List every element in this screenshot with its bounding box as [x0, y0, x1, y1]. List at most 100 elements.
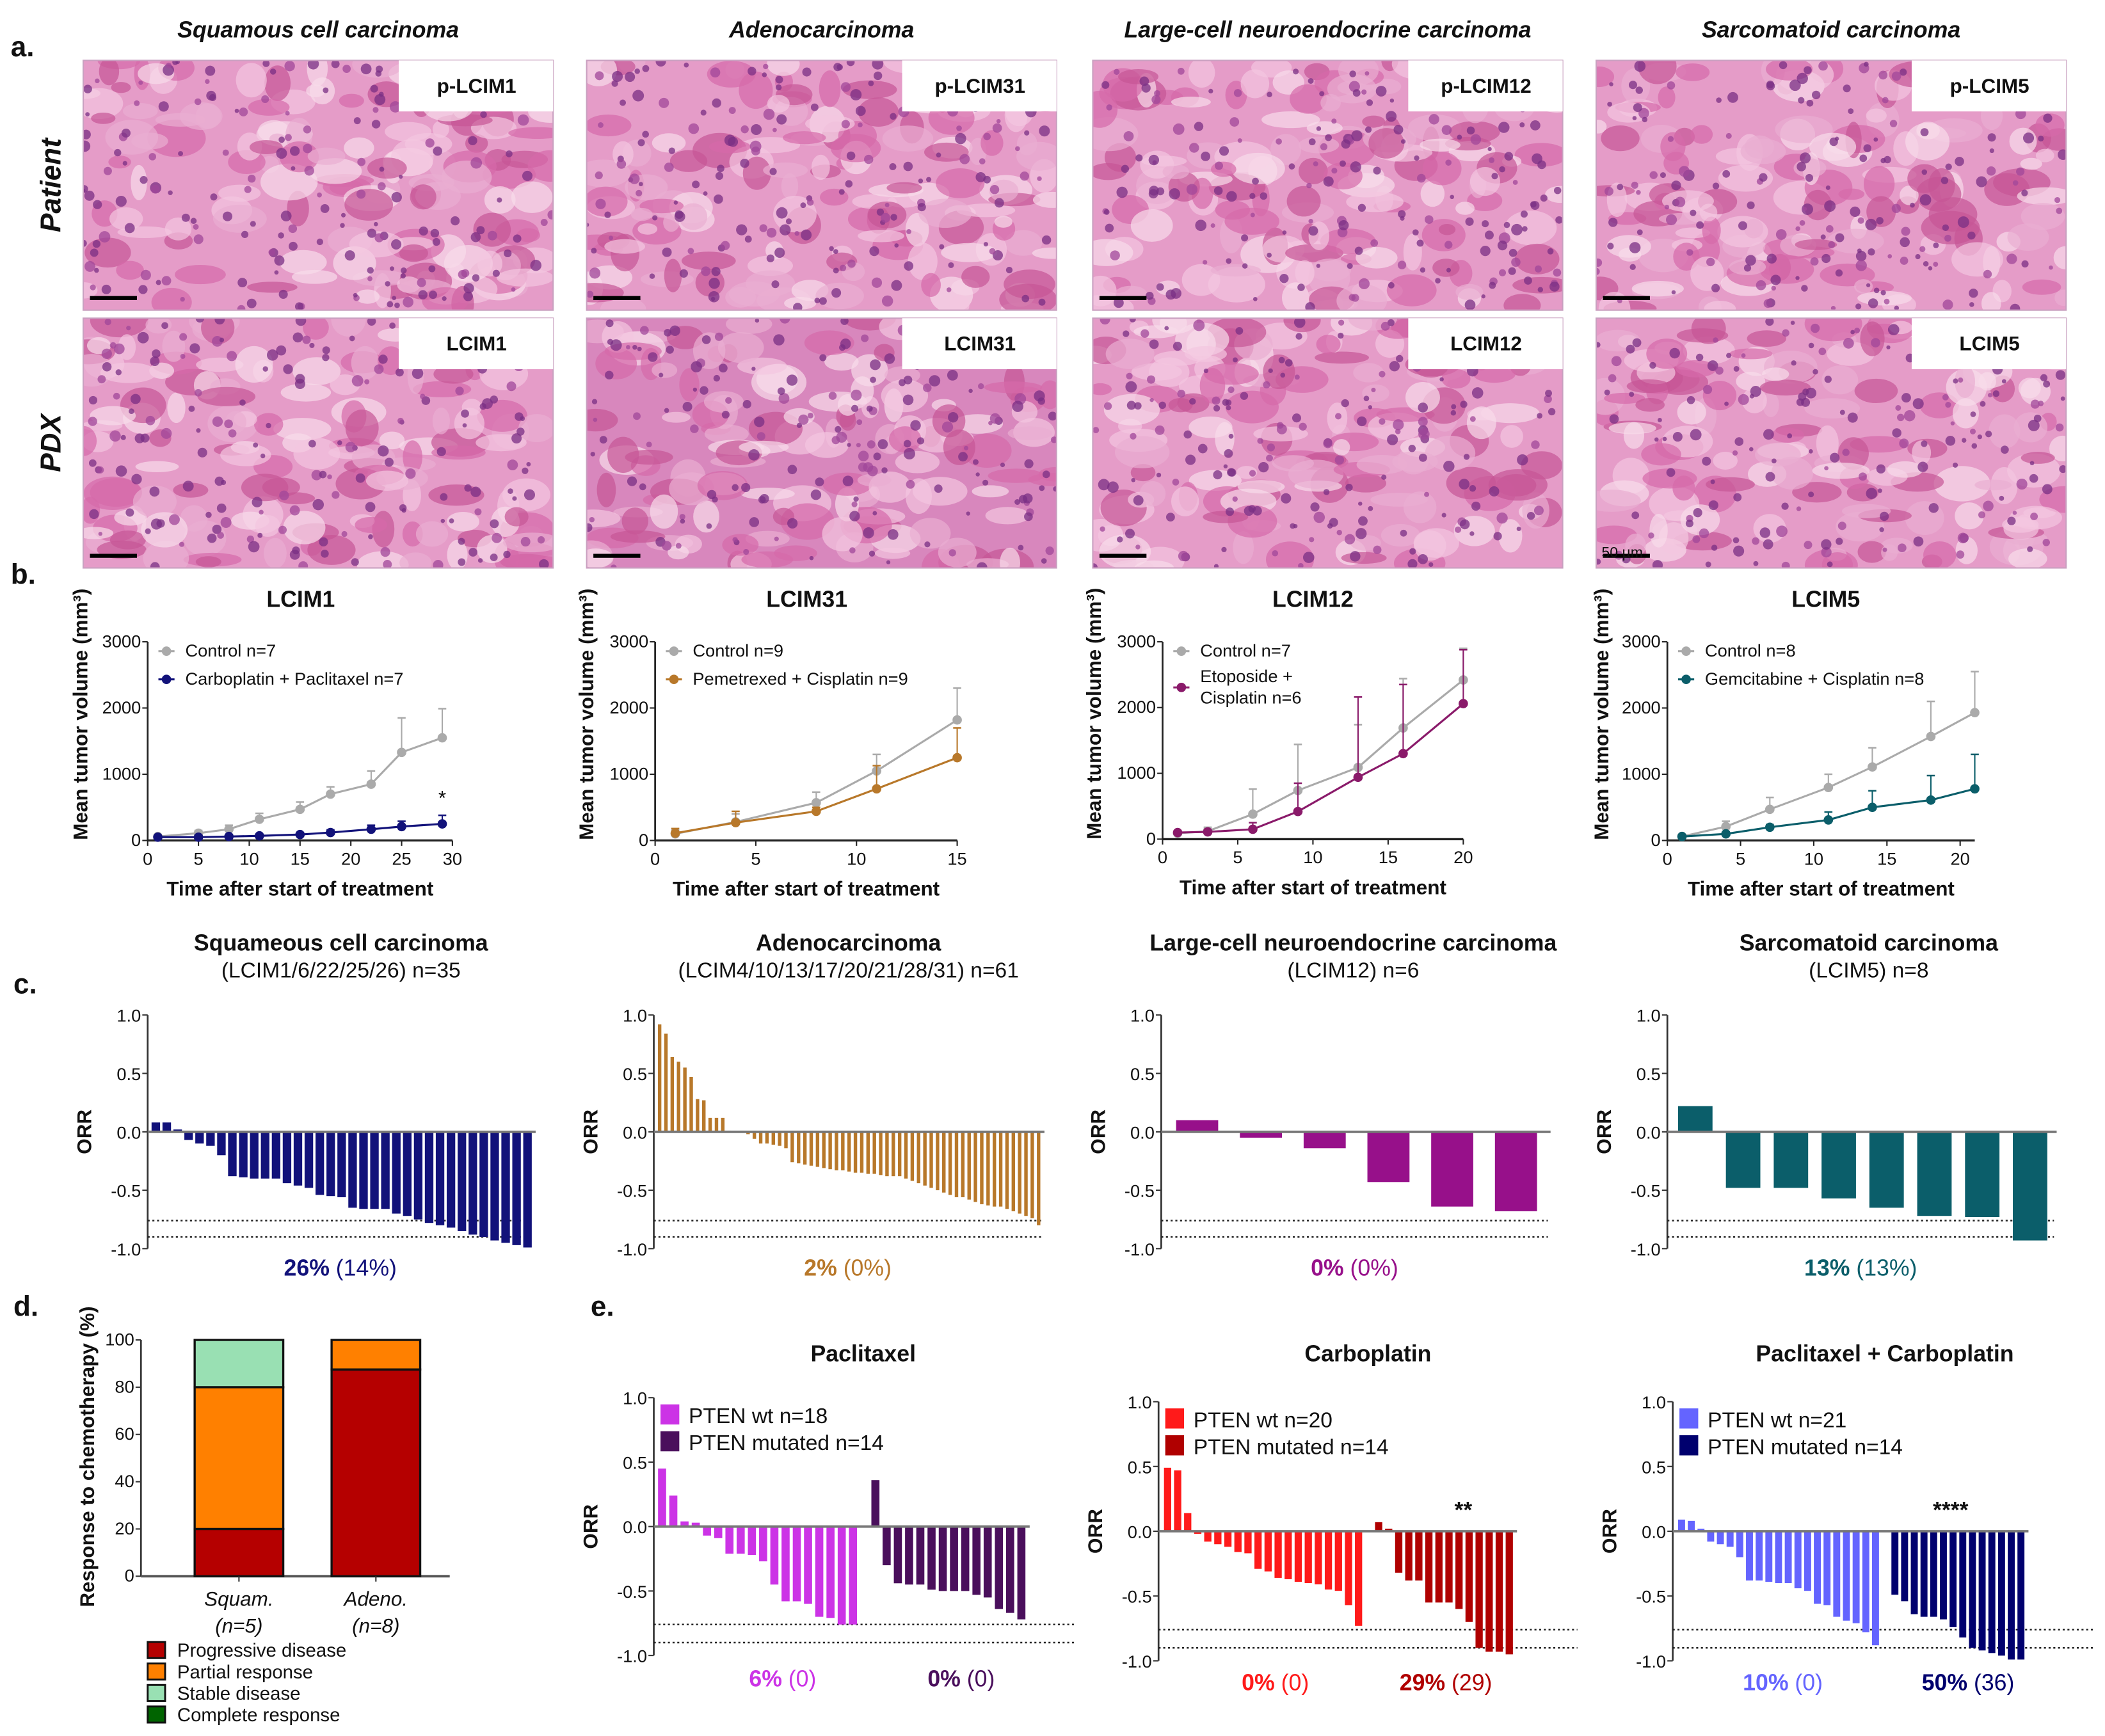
y-tick-label: 0 — [131, 830, 141, 850]
cell-nucleus — [1130, 433, 1137, 440]
bar — [1303, 1131, 1346, 1149]
legend-label: Pemetrexed + Cisplatin n=9 — [692, 669, 908, 689]
cell-nucleus — [1212, 396, 1221, 405]
cell-nucleus — [604, 211, 611, 218]
tissue-patch — [1210, 161, 1237, 177]
data-point — [1926, 731, 1936, 742]
bar — [871, 1480, 880, 1527]
cell-nucleus — [319, 537, 328, 546]
cell-nucleus — [755, 318, 760, 323]
cell-nucleus — [222, 211, 233, 221]
bar — [468, 1131, 477, 1235]
x-tick-label: 10 — [847, 848, 866, 868]
cell-nucleus — [476, 226, 485, 235]
cell-nucleus — [1648, 532, 1654, 539]
cell-nucleus — [1524, 276, 1532, 285]
cell-nucleus — [1338, 332, 1344, 339]
cell-nucleus — [2055, 423, 2064, 432]
cell-nucleus — [989, 185, 1000, 195]
cell-nucleus — [1471, 387, 1484, 399]
cell-nucleus — [1135, 154, 1143, 162]
cell-nucleus — [639, 326, 649, 335]
cell-nucleus — [1499, 166, 1505, 173]
cell-nucleus — [983, 132, 991, 141]
cell-nucleus — [1928, 503, 1939, 513]
tissue-patch — [235, 346, 273, 383]
cell-nucleus — [1685, 520, 1693, 528]
cell-nucleus — [182, 481, 194, 492]
cell-nucleus — [1156, 283, 1164, 291]
tissue-patch — [293, 438, 340, 470]
legend-label: Complete response — [177, 1705, 340, 1726]
tissue-patch — [1841, 504, 1891, 518]
bar — [195, 1131, 204, 1144]
cell-nucleus — [1662, 436, 1667, 442]
bar — [1345, 1531, 1352, 1605]
y-tick-label: 3000 — [1622, 631, 1661, 651]
cell-nucleus — [838, 189, 845, 195]
cell-nucleus — [1173, 342, 1182, 351]
cell-nucleus — [948, 549, 956, 557]
cell-nucleus — [1705, 561, 1711, 568]
tissue-patch — [1759, 379, 1811, 396]
cell-nucleus — [1252, 177, 1259, 185]
data-point — [366, 779, 376, 789]
cell-nucleus — [1804, 541, 1813, 550]
cell-nucleus — [1005, 266, 1013, 274]
cell-nucleus — [884, 202, 890, 207]
cell-nucleus — [1605, 186, 1613, 196]
cell-nucleus — [1316, 264, 1320, 268]
cell-nucleus — [512, 496, 517, 501]
tissue-patch — [1676, 328, 1729, 343]
cell-nucleus — [2028, 419, 2040, 431]
bar — [1823, 1531, 1831, 1605]
bar — [804, 1526, 812, 1604]
cell-nucleus — [1983, 269, 1992, 279]
cell-nucleus — [511, 287, 516, 292]
cell-nucleus — [906, 480, 915, 489]
bar — [316, 1131, 324, 1195]
cell-nucleus — [1545, 390, 1552, 397]
image-label-box — [902, 60, 1057, 112]
cell-nucleus — [121, 128, 131, 138]
cell-nucleus — [161, 322, 168, 330]
cell-nucleus — [706, 523, 712, 529]
cell-nucleus — [996, 119, 1001, 123]
tissue-patch — [1240, 69, 1270, 99]
cell-nucleus — [340, 223, 345, 228]
tissue-patch — [377, 346, 404, 376]
image-label: LCIM5 — [1959, 333, 2019, 355]
cell-nucleus — [1522, 226, 1528, 232]
cell-nucleus — [274, 270, 279, 275]
cell-nucleus — [1633, 103, 1642, 113]
cell-nucleus — [801, 229, 812, 241]
cell-nucleus — [612, 70, 623, 82]
bar — [1435, 1531, 1443, 1603]
cell-nucleus — [994, 198, 1004, 208]
bar — [1821, 1131, 1856, 1198]
cell-nucleus — [634, 68, 640, 74]
bar — [664, 1033, 668, 1132]
cell-nucleus — [732, 484, 739, 491]
tissue-patch — [1171, 486, 1199, 516]
cell-nucleus — [474, 508, 482, 516]
tissue-patch — [949, 294, 970, 310]
cell-nucleus — [166, 62, 172, 68]
cell-nucleus — [846, 60, 855, 67]
cell-nucleus — [1933, 262, 1939, 267]
image-label: p-LCIM31 — [934, 75, 1025, 97]
cell-nucleus — [979, 158, 986, 164]
tissue-patch — [980, 130, 1004, 156]
bar — [916, 1131, 920, 1184]
bar — [1285, 1531, 1292, 1579]
cell-nucleus — [1749, 447, 1754, 452]
cell-nucleus — [1766, 253, 1777, 264]
tissue-patch — [1762, 367, 1789, 381]
cell-nucleus — [455, 386, 464, 395]
cell-nucleus — [197, 447, 207, 458]
tissue-patch — [1114, 436, 1170, 468]
cell-nucleus — [1465, 217, 1474, 226]
cell-nucleus — [1669, 347, 1680, 359]
cell-nucleus — [1350, 161, 1361, 173]
cell-nucleus — [288, 224, 298, 234]
